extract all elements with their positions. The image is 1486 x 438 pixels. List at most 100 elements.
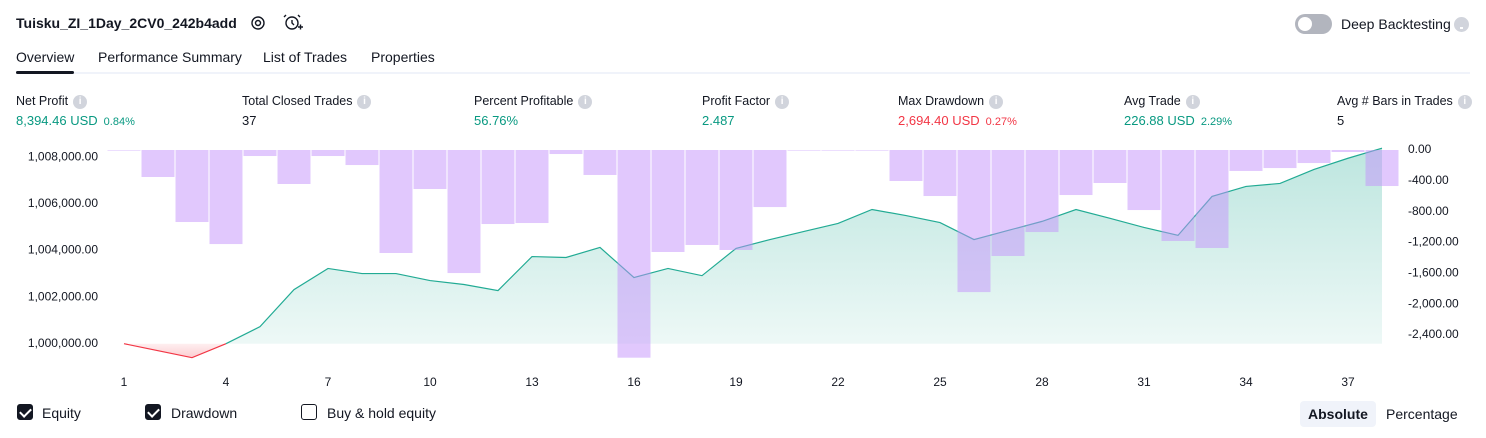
x-tick-label: 1 (121, 375, 128, 389)
drawdown-bar (243, 150, 277, 157)
metric-value: 56.76% (474, 113, 518, 128)
help-icon[interactable] (1454, 17, 1469, 32)
metric-label: Avg Trade i (1124, 94, 1200, 109)
metric-label: Total Closed Trades i (242, 94, 372, 109)
x-tick-label: 25 (933, 375, 947, 389)
metric-label: Percent Profitable i (474, 94, 593, 109)
drawdown-bar (1161, 150, 1195, 241)
legend-checkbox[interactable] (145, 404, 161, 420)
metric-amount: 5 (1337, 113, 1345, 128)
info-icon[interactable]: i (73, 95, 88, 109)
info-icon[interactable]: i (357, 95, 372, 109)
strategy-title: Tuisku_ZI_1Day_2CV0_242b4add (16, 15, 237, 31)
drawdown-bar (413, 150, 447, 190)
info-icon[interactable]: i (578, 95, 593, 109)
metric-name: Max Drawdown (898, 94, 985, 108)
drawdown-bar (1229, 150, 1263, 171)
drawdown-bar (107, 150, 141, 151)
y-tick-label: 1,000,000.00 (28, 336, 98, 350)
metric-name: Profit Factor (702, 94, 771, 108)
legend-checkbox[interactable] (17, 404, 33, 420)
drawdown-bar (617, 150, 651, 358)
equity-loss-line (123, 343, 227, 359)
y2-tick-label: -1,200.00 (1408, 235, 1459, 249)
metric-label: Profit Factor i (702, 94, 790, 109)
drawdown-bar (651, 150, 685, 252)
alert-icon[interactable] (283, 14, 303, 30)
legend-label: Buy & hold equity (327, 405, 436, 421)
equity-loss-area (124, 343, 226, 358)
drawdown-bar (719, 150, 753, 250)
x-tick-label: 37 (1341, 375, 1355, 389)
y-tick-label: 1,004,000.00 (28, 243, 98, 257)
tab[interactable]: Performance Summary (98, 49, 242, 65)
x-tick-label: 34 (1239, 375, 1253, 389)
metric-value: 226.88 USD 2.29% (1124, 113, 1232, 128)
metric-name: Avg Trade (1124, 94, 1181, 108)
metric-amount: 37 (242, 113, 257, 128)
info-icon[interactable]: i (1185, 95, 1200, 109)
metric-label: Net Profit i (16, 94, 88, 109)
x-tick-label: 22 (831, 375, 845, 389)
metric-value: 37 (242, 113, 256, 128)
legend-checkbox[interactable] (301, 404, 317, 420)
x-tick-label: 7 (325, 375, 332, 389)
drawdown-bar (787, 150, 821, 151)
info-icon[interactable]: i (989, 95, 1004, 109)
drawdown-bar (345, 150, 379, 166)
info-icon[interactable]: i (775, 95, 790, 109)
metric-label: Max Drawdown i (898, 94, 1004, 109)
drawdown-bar (889, 150, 923, 181)
x-tick-label: 10 (423, 375, 437, 389)
drawdown-bar (1331, 150, 1365, 153)
metric-amount: 2,694.40 USD (898, 113, 980, 128)
chart: 1,000,000.00 1,002,000.00 1,004,000.00 1,00… (28, 14, 1459, 389)
drawdown-bar (1059, 150, 1093, 196)
metric-value: 2,694.40 USD 0.27% (898, 113, 1017, 128)
info-icon[interactable]: i (1457, 95, 1472, 109)
drawdown-bar (277, 150, 311, 184)
metric-amount: 8,394.46 USD (16, 113, 98, 128)
metric-percent: 2.29% (1200, 116, 1233, 128)
drawdown-bar (923, 150, 957, 197)
metric-name: Percent Profitable (474, 94, 574, 108)
deep-backtesting-toggle[interactable] (1295, 14, 1332, 34)
equity-area (226, 148, 1382, 344)
drawdown-bar (855, 150, 889, 151)
drawdown-bar (957, 150, 991, 293)
tab[interactable]: Overview (16, 49, 75, 65)
legend-label: Equity (42, 405, 81, 421)
metric-value: 8,394.46 USD 0.84% (16, 113, 135, 128)
tab[interactable]: List of Trades (263, 49, 348, 65)
tab[interactable]: Properties (371, 49, 435, 65)
metric-amount: 2.487 (702, 113, 735, 128)
x-tick-label: 16 (627, 375, 641, 389)
drawdown-bar (1263, 150, 1297, 169)
y2-tick-label: -1,600.00 (1408, 266, 1459, 280)
metric-name: Net Profit (16, 94, 69, 108)
metric-percent: 0.27% (985, 116, 1017, 128)
drawdown-bar (379, 150, 413, 253)
drawdown-bar (991, 150, 1025, 257)
y2-tick-label: -400.00 (1408, 173, 1449, 187)
metric-value: 2.487 (702, 113, 735, 128)
mode-button[interactable]: Percentage (1386, 406, 1458, 422)
x-tick-label: 19 (729, 375, 743, 389)
drawdown-bar (1195, 150, 1229, 248)
drawdown-bar (549, 150, 583, 155)
drawdown-bar (447, 150, 481, 274)
drawdown-bar (1297, 150, 1331, 164)
drawdown-bar (753, 150, 787, 208)
drawdown-bar (515, 150, 549, 224)
drawdown-bar (481, 150, 515, 225)
x-tick-label: 31 (1137, 375, 1151, 389)
drawdown-bar (209, 150, 243, 245)
legend-label: Drawdown (171, 405, 238, 421)
x-tick-label: 13 (525, 375, 539, 389)
settings-icon[interactable] (251, 16, 265, 30)
drawdown-bar (1365, 150, 1399, 187)
mode-button[interactable]: Absolute (1300, 401, 1376, 427)
metric-percent: 0.84% (103, 116, 135, 128)
y-tick-label: 1,006,000.00 (28, 196, 98, 210)
